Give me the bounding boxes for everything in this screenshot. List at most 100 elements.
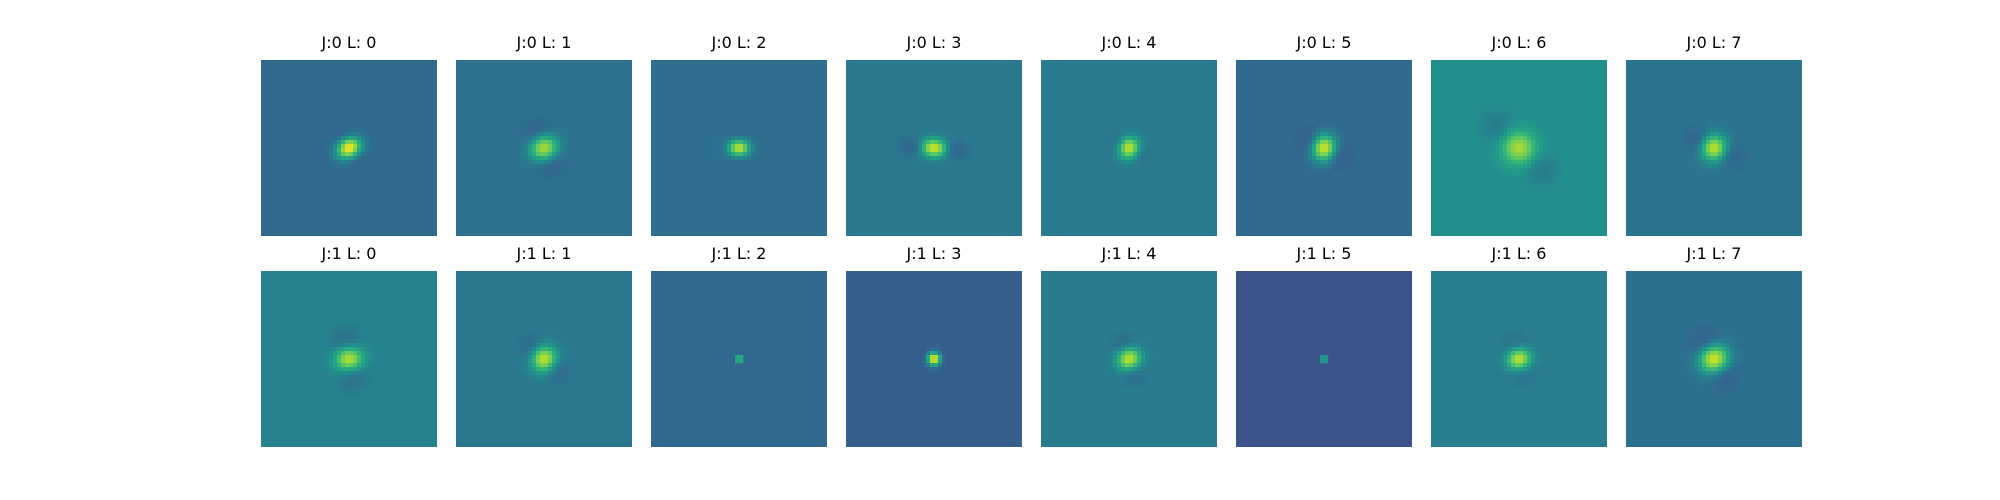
heatmap-cell <box>1328 148 1333 153</box>
heatmap-cell <box>1117 160 1122 165</box>
heatmap-cell <box>512 343 517 348</box>
heatmap-cell <box>1503 132 1508 137</box>
heatmap-cell <box>938 140 943 145</box>
heatmap-cell <box>1535 367 1540 372</box>
heatmap-cell <box>1149 367 1154 372</box>
heatmap-cell <box>1539 172 1544 177</box>
heatmap-cell <box>325 347 330 352</box>
heatmap-cell <box>1746 148 1751 153</box>
heatmap-cell <box>1519 160 1524 165</box>
heatmap-cell <box>544 144 549 149</box>
heatmap-cell <box>544 156 549 161</box>
heatmap-cell <box>1316 148 1321 153</box>
heatmap-cell <box>1555 156 1560 161</box>
heatmap-cell <box>1499 152 1504 157</box>
heatmap-cell <box>1113 140 1118 145</box>
heatmap-cell <box>528 355 533 360</box>
heatmap-cell <box>1682 144 1687 149</box>
filter-heatmap <box>1041 271 1217 447</box>
heatmap-cell <box>1535 152 1540 157</box>
heatmap-cell <box>560 160 565 165</box>
heatmap-cell <box>894 148 899 153</box>
heatmap-cell <box>1714 343 1719 348</box>
heatmap-cell <box>1515 148 1520 153</box>
heatmap-cell <box>1555 152 1560 157</box>
heatmap-cell <box>1539 156 1544 161</box>
heatmap-cell <box>1694 140 1699 145</box>
heatmap-cell <box>1726 160 1731 165</box>
heatmap-cell <box>1730 160 1735 165</box>
heatmap-cell <box>568 379 573 384</box>
heatmap-cell <box>938 152 943 157</box>
heatmap-cell <box>1531 359 1536 364</box>
heatmap-cell <box>369 351 374 356</box>
heatmap-cell <box>1722 355 1727 360</box>
heatmap-cell <box>922 359 927 364</box>
heatmap-cell <box>544 132 549 137</box>
heatmap-cell <box>1507 359 1512 364</box>
heatmap-cell <box>1507 132 1512 137</box>
heatmap-cell <box>1519 172 1524 177</box>
heatmap-cell <box>568 164 573 169</box>
heatmap-cell <box>1730 367 1735 372</box>
heatmap-cell <box>1698 355 1703 360</box>
heatmap-cell <box>719 148 724 153</box>
heatmap-cell <box>1491 136 1496 141</box>
heatmap-cell <box>1742 375 1747 380</box>
heatmap-cell <box>1710 371 1715 376</box>
heatmap-cell <box>1292 140 1297 145</box>
heatmap-cell <box>1511 375 1516 380</box>
heatmap-cell <box>938 156 943 161</box>
heatmap-cell <box>568 363 573 368</box>
heatmap-cell <box>1117 363 1122 368</box>
heatmap-cell <box>1527 156 1532 161</box>
heatmap-cell <box>1113 343 1118 348</box>
heatmap-cell <box>540 176 545 181</box>
heatmap-cell <box>1503 128 1508 133</box>
heatmap-cell <box>1738 351 1743 356</box>
heatmap-cell <box>373 355 378 360</box>
heatmap-cell <box>1523 132 1528 137</box>
heatmap-cell <box>735 160 740 165</box>
heatmap-cell <box>369 379 374 384</box>
heatmap-cell <box>556 124 561 129</box>
heatmap-cell <box>1340 136 1345 141</box>
heatmap-cell <box>353 168 358 173</box>
heatmap-cell <box>1499 124 1504 129</box>
heatmap-cell <box>727 132 732 137</box>
heatmap-cell <box>333 339 338 344</box>
heatmap-cell <box>1539 132 1544 137</box>
heatmap-cell <box>548 379 553 384</box>
heatmap-cell <box>572 363 577 368</box>
heatmap-cell <box>735 144 740 149</box>
heatmap-cell <box>349 375 354 380</box>
panel-title: J:1 L: 2 <box>711 244 767 263</box>
heatmap-cell <box>1706 375 1711 380</box>
heatmap-cell <box>1714 164 1719 169</box>
heatmap-cell <box>914 148 919 153</box>
heatmap-cell <box>1141 136 1146 141</box>
heatmap-cell <box>1535 128 1540 133</box>
heatmap-cell <box>1320 148 1325 153</box>
heatmap-cell <box>1718 172 1723 177</box>
heatmap-cell <box>532 168 537 173</box>
heatmap-cell <box>723 148 728 153</box>
heatmap-cell <box>552 152 557 157</box>
heatmap-cell <box>1292 136 1297 141</box>
heatmap-cell <box>564 383 569 388</box>
heatmap-cell <box>1726 347 1731 352</box>
heatmap-cell <box>1523 335 1528 340</box>
heatmap-cell <box>516 363 521 368</box>
heatmap-cell <box>1117 144 1122 149</box>
heatmap-cell <box>1145 156 1150 161</box>
heatmap-cell <box>1479 112 1484 117</box>
heatmap-cell <box>1503 371 1508 376</box>
heatmap-cell <box>560 375 565 380</box>
heatmap-cell <box>516 351 521 356</box>
heatmap-cell <box>536 343 541 348</box>
heatmap-cell <box>1324 156 1329 161</box>
heatmap-cell <box>1706 355 1711 360</box>
heatmap-cell <box>544 331 549 336</box>
heatmap-cell <box>532 160 537 165</box>
heatmap-cell <box>1332 156 1337 161</box>
